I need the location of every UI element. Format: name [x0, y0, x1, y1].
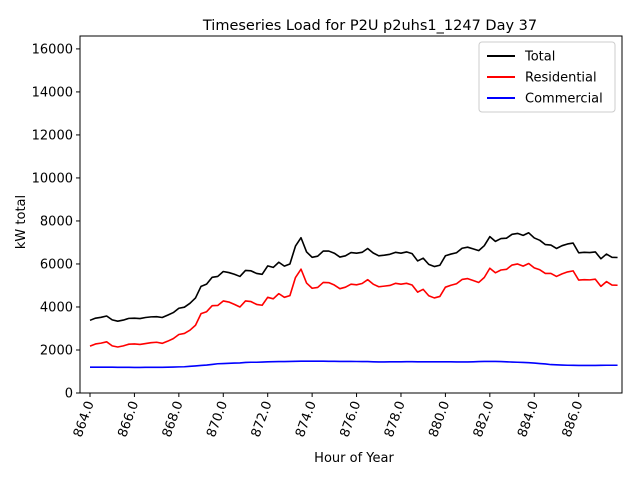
y-tick-label: 8000	[40, 214, 73, 229]
chart-title: Timeseries Load for P2U p2uhs1_1247 Day …	[202, 18, 537, 34]
y-axis: 0 2000 4000 6000 8000 10000 12000 14000 16000	[32, 42, 80, 402]
y-axis-label: kW total	[14, 195, 29, 249]
series-line-total	[89, 231, 618, 322]
legend-label-residential: Residential	[525, 71, 597, 86]
series-line-residential	[89, 262, 618, 348]
plot-area	[79, 35, 623, 394]
y-tick-label: 12000	[32, 128, 73, 143]
y-tick-label: 16000	[32, 42, 73, 57]
legend: Total Residential Commercial	[478, 41, 616, 113]
y-tick-label: 0	[65, 387, 73, 402]
y-tick-label: 14000	[32, 85, 73, 100]
x-axis-label: Hour of Year	[314, 451, 394, 466]
legend-box	[478, 41, 616, 113]
legend-label-total: Total	[524, 50, 555, 65]
y-tick-label: 6000	[40, 257, 73, 272]
legend-label-commercial: Commercial	[525, 92, 603, 107]
y-tick-label: 4000	[40, 300, 73, 315]
series-line-commercial	[90, 360, 618, 369]
y-tick-label: 2000	[40, 343, 73, 358]
plot-frame	[79, 35, 623, 394]
y-tick-label: 10000	[32, 171, 73, 186]
